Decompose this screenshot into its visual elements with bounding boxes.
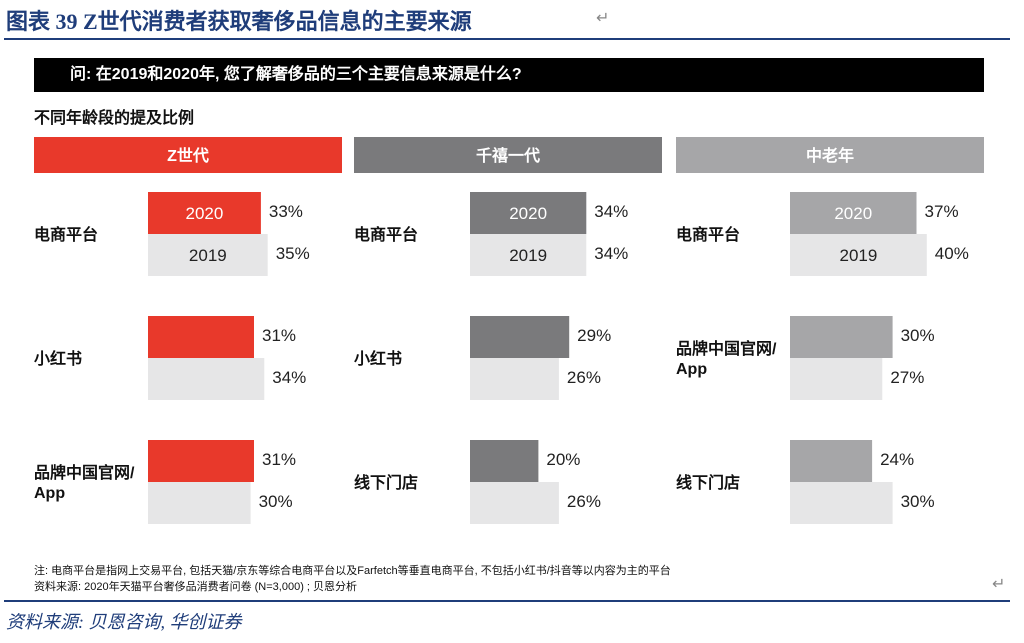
data-label: 34% [594,244,628,263]
note-return-mark: ↵ [992,576,1006,593]
bar [148,192,261,234]
bar [790,358,883,400]
question-banner: 问: 在2019和2020年, 您了解奢侈品的三个主要信息来源是什么? [34,58,984,92]
data-label: 30% [901,326,935,345]
data-label: 29% [577,326,611,345]
bar [790,192,917,234]
category-label: 小红书 [34,349,82,368]
category-label: 电商平台 [676,225,740,244]
bar-year-label: 2020 [834,204,872,223]
panel-header [34,137,342,173]
data-label: 31% [262,326,296,345]
bar [790,234,927,276]
bar-year-label: 2019 [189,246,227,265]
category-label: 品牌中国官网/ [676,339,777,358]
footer-source: 资料来源: 贝恩咨询, 华创证券 [6,612,242,632]
figure-title: 图表 39 Z世代消费者获取奢侈品信息的主要来源 [6,9,472,34]
bar [790,316,893,358]
bar-year-label: 2020 [509,204,547,223]
bar [470,192,587,234]
data-label: 34% [594,202,628,221]
category-label: App [34,485,65,502]
source-note: 资料来源: 2020年天猫平台奢侈品消费者问卷 (N=3,000) ; 贝恩分析 [34,581,358,593]
data-label: 33% [269,202,303,221]
data-label: 31% [262,450,296,469]
note-line: 注: 电商平台是指网上交易平台, 包括天猫/京东等综合电商平台以及Farfetc… [34,565,671,577]
panel-header-label: 千禧一代 [476,146,540,165]
bar [148,358,265,400]
data-label: 40% [935,244,969,263]
bar [470,440,539,482]
data-label: 35% [276,244,310,263]
data-label: 30% [259,492,293,511]
data-label: 37% [925,202,959,221]
bar [148,482,251,524]
bar [790,440,873,482]
category-label: 线下门店 [676,473,740,492]
bar [148,234,268,276]
bar-year-label: 2020 [186,204,224,223]
title-rule [4,38,1010,40]
panel-header-label: Z世代 [167,146,209,165]
bar [470,482,559,524]
bar [148,440,254,482]
bar [790,482,893,524]
panel-header [676,137,984,173]
category-label: App [676,361,707,378]
data-label: 26% [567,492,601,511]
title-return-mark: ↵ [596,10,610,27]
subheading: 不同年龄段的提及比例 [34,110,195,127]
data-label: 27% [890,368,924,387]
category-label: 电商平台 [354,225,418,244]
data-label: 34% [272,368,306,387]
footer-rule [4,600,1010,602]
bar [470,316,570,358]
category-label: 小红书 [354,349,402,368]
data-label: 24% [880,450,914,469]
category-label: 品牌中国官网/ [34,463,135,482]
bar-year-label: 2019 [839,246,877,265]
panel-header [354,137,662,173]
panel-header-label: 中老年 [806,146,854,165]
bar [148,316,254,358]
data-label: 20% [546,450,580,469]
data-label: 30% [901,492,935,511]
data-label: 26% [567,368,601,387]
category-label: 线下门店 [354,473,418,492]
category-label: 电商平台 [34,225,98,244]
bar-year-label: 2019 [509,246,547,265]
bar [470,358,559,400]
bar [470,234,587,276]
